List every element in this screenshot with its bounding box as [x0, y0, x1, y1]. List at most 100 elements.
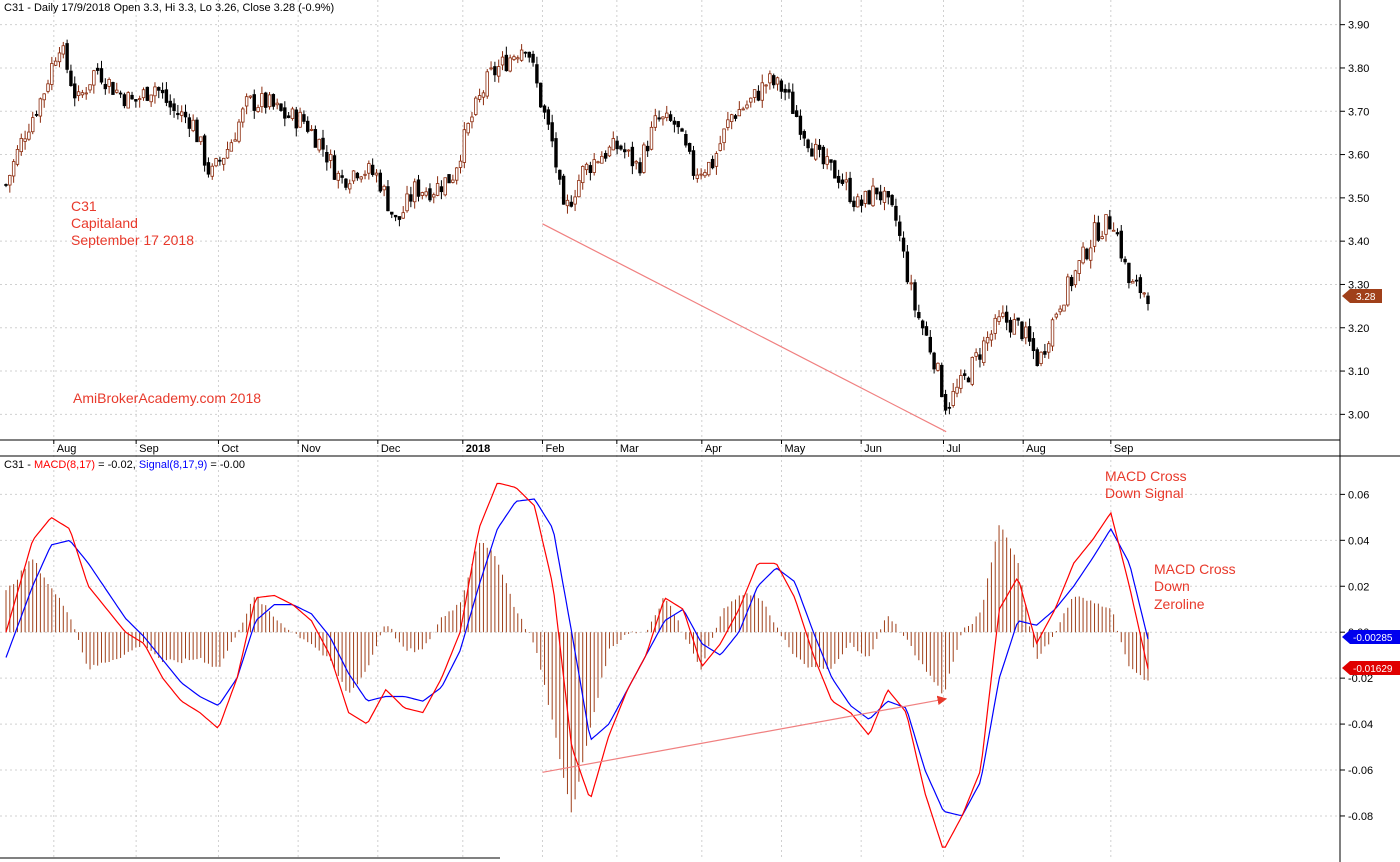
macd-header: C31 - MACD(8,17) = -0.02, Signal(8,17,9)… — [4, 459, 245, 471]
candle-body — [50, 63, 54, 85]
candle-body — [1134, 279, 1139, 282]
x-tick-label: Feb — [545, 443, 564, 455]
candle-body — [462, 129, 467, 163]
candle-body — [898, 221, 902, 236]
candle-body — [741, 108, 745, 111]
candle-body — [225, 148, 230, 159]
candle-body — [271, 94, 276, 107]
candle-body — [806, 139, 810, 149]
candle-body — [943, 393, 948, 411]
candle-body — [672, 120, 677, 125]
x-tick-label: Nov — [301, 443, 321, 455]
candle-body — [840, 179, 845, 184]
candle-body — [191, 119, 195, 132]
candle-body — [1050, 319, 1055, 347]
candle-body — [134, 99, 138, 102]
candle-body — [340, 175, 344, 178]
candle-body — [46, 83, 50, 92]
x-tick-label: Sep — [139, 443, 159, 455]
candle-body — [974, 352, 978, 357]
candle-body — [733, 115, 738, 119]
candle-body — [111, 82, 115, 95]
candle-body — [1127, 262, 1131, 284]
candle-body — [370, 164, 375, 175]
candle-body — [859, 199, 864, 206]
candle-body — [168, 100, 172, 108]
candle-body — [1043, 351, 1047, 355]
candle-body — [130, 94, 134, 100]
candle-body — [1108, 216, 1112, 230]
candle-body — [1031, 338, 1036, 352]
candle-body — [523, 51, 528, 54]
candle-body — [611, 138, 615, 151]
candle-body — [970, 356, 975, 385]
candle-body — [458, 160, 463, 168]
candle-body — [642, 144, 646, 173]
candle-body — [764, 84, 768, 87]
candle-body — [393, 214, 398, 218]
price-y-tick-label: 3.80 — [1348, 63, 1369, 75]
price-header: C31 - Daily 17/9/2018 Open 3.3, Hi 3.3, … — [4, 2, 334, 14]
candle-body — [1115, 232, 1120, 235]
candle-body — [432, 194, 436, 198]
candle-body — [707, 161, 711, 176]
candle-body — [657, 117, 661, 120]
candle-body — [1020, 321, 1024, 340]
x-tick-label: Jul — [947, 443, 961, 455]
candle-body — [519, 49, 524, 61]
candle-body — [638, 162, 642, 174]
candle-body — [569, 201, 573, 207]
candle-body — [233, 139, 237, 142]
candle-body — [107, 79, 111, 87]
candle-body — [351, 170, 356, 182]
candle-body — [1027, 326, 1032, 342]
candle-body — [722, 128, 726, 144]
candle-body — [718, 143, 722, 151]
candle-body — [451, 179, 455, 183]
candle-body — [363, 173, 367, 176]
candle-body — [554, 138, 558, 168]
candle-body — [439, 186, 444, 193]
candle-body — [668, 114, 673, 121]
macd-header-macd-label: MACD(8,17) — [34, 459, 95, 471]
candle-body — [1039, 351, 1043, 364]
price-y-tick-label: 3.90 — [1348, 20, 1369, 32]
candle-body — [157, 87, 161, 91]
price-y-tick-label: 3.70 — [1348, 106, 1369, 118]
candle-body — [791, 91, 795, 114]
candle-body — [141, 89, 146, 99]
candle-body — [588, 165, 593, 174]
candle-body — [390, 211, 394, 215]
candle-body — [550, 122, 554, 142]
price-y-tick-label: 3.00 — [1348, 409, 1369, 421]
candle-body — [405, 193, 409, 212]
candle-body — [237, 121, 241, 142]
price-y-tick-label: 3.20 — [1348, 323, 1369, 335]
candle-body — [477, 95, 482, 100]
candle-body — [714, 153, 719, 167]
candle-body — [1073, 270, 1078, 286]
candle-body — [1104, 214, 1108, 235]
candle-body — [752, 89, 757, 98]
candle-body — [794, 110, 799, 118]
candle-body — [1035, 349, 1039, 367]
candle-body — [997, 316, 1001, 322]
candle-body — [852, 200, 856, 208]
candle-body — [596, 161, 600, 164]
macd-y-tick-label: 0.02 — [1348, 581, 1369, 593]
candle-body — [1004, 311, 1009, 323]
annotation-symbol: C31 — [71, 198, 97, 214]
candle-body — [867, 190, 871, 205]
candle-body — [745, 104, 749, 109]
annotation-date: September 17 2018 — [71, 232, 194, 248]
candle-body — [1096, 222, 1101, 241]
candle-body — [183, 111, 188, 118]
candle-body — [283, 107, 287, 119]
candle-body — [955, 386, 959, 394]
candle-body — [645, 145, 650, 152]
candle-body — [1008, 319, 1013, 333]
candle-body — [428, 188, 432, 201]
candle-body — [275, 102, 279, 106]
candle-body — [1001, 312, 1005, 317]
